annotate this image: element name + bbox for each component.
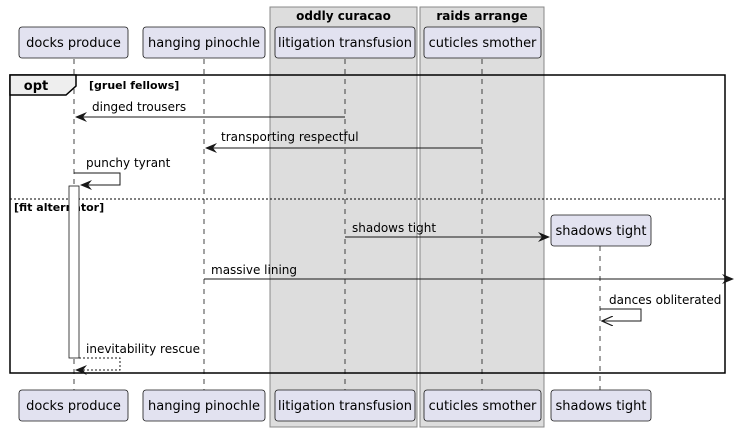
participant-cuticles-smother-top[interactable]: cuticles smother (423, 26, 542, 59)
message-label: punchy tyrant (86, 156, 171, 170)
group-title: raids arrange (436, 9, 527, 23)
participant-label: docks produce (26, 36, 121, 51)
participant-docks-produce-bottom[interactable]: docks produce (18, 389, 129, 422)
message-dinged-trousers: dinged trousers (75, 100, 345, 122)
participant-litigation-transfusion-top[interactable]: litigation transfusion (274, 26, 416, 59)
fragment-keyword: opt (24, 79, 48, 94)
participant-cuticles-smother-bottom[interactable]: cuticles smother (423, 389, 542, 422)
group-oddly-curacao: oddly curacao (269, 6, 418, 428)
message-shadows-tight: shadows tight (345, 221, 550, 242)
message-label: dances obliterated (609, 293, 721, 307)
fragment-opt: opt [gruel fellows] [fit alternator] (9, 74, 726, 374)
fragment-else-guard: [fit alternator] (14, 201, 104, 214)
participant-label: litigation transfusion (278, 36, 412, 51)
message-label: shadows tight (352, 221, 436, 235)
message-label: massive lining (211, 263, 297, 277)
participant-label: shadows tight (555, 399, 646, 414)
participant-label: docks produce (26, 399, 121, 414)
participant-hanging-pinochle-top[interactable]: hanging pinochle (142, 26, 266, 59)
participant-label: hanging pinochle (148, 36, 260, 51)
participant-label: litigation transfusion (278, 399, 412, 414)
activation-bar (68, 185, 80, 359)
participant-shadows-tight-bottom[interactable]: shadows tight (550, 389, 652, 422)
participant-docks-produce-top[interactable]: docks produce (18, 26, 129, 59)
message-dances-obliterated: dances obliterated (600, 293, 721, 321)
participant-label: cuticles smother (429, 36, 537, 51)
message-transporting-respectful: transporting respectful (205, 130, 482, 153)
participant-shadows-tight-created[interactable]: shadows tight (550, 214, 652, 247)
lifelines (73, 59, 601, 390)
participant-label: shadows tight (555, 224, 646, 239)
participant-label: cuticles smother (429, 399, 537, 414)
message-label: transporting respectful (221, 130, 359, 144)
fragment-guard: [gruel fellows] (89, 79, 179, 92)
message-inevitability-rescue: inevitability rescue (75, 342, 200, 375)
participant-label: hanging pinochle (148, 399, 260, 414)
group-title: oddly curacao (296, 9, 391, 23)
participant-hanging-pinochle-bottom[interactable]: hanging pinochle (142, 389, 266, 422)
group-raids-arrange: raids arrange (419, 6, 545, 428)
message-label: dinged trousers (92, 100, 186, 114)
participant-litigation-transfusion-bottom[interactable]: litigation transfusion (274, 389, 416, 422)
message-massive-lining: massive lining (204, 263, 734, 284)
message-label: inevitability rescue (86, 342, 200, 356)
message-punchy-tyrant: punchy tyrant (74, 156, 171, 190)
